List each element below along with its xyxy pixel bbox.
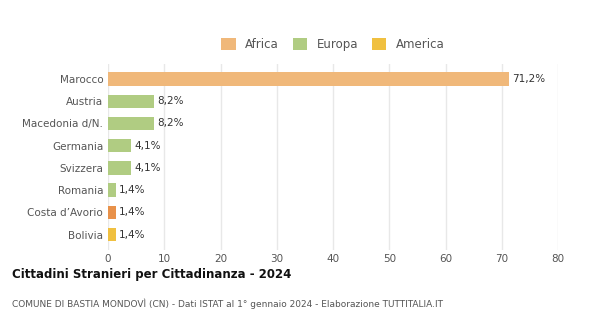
Bar bbox=[108, 228, 116, 241]
Text: 1,4%: 1,4% bbox=[119, 185, 146, 195]
Text: 1,4%: 1,4% bbox=[119, 207, 146, 217]
Text: 1,4%: 1,4% bbox=[119, 229, 146, 239]
Text: 71,2%: 71,2% bbox=[512, 74, 545, 84]
Text: 4,1%: 4,1% bbox=[134, 141, 161, 151]
Text: 8,2%: 8,2% bbox=[157, 96, 184, 106]
Bar bbox=[108, 72, 509, 86]
Bar bbox=[108, 117, 154, 130]
Bar bbox=[108, 161, 131, 175]
Text: COMUNE DI BASTIA MONDOVÌ (CN) - Dati ISTAT al 1° gennaio 2024 - Elaborazione TUT: COMUNE DI BASTIA MONDOVÌ (CN) - Dati IST… bbox=[12, 299, 443, 309]
Bar bbox=[108, 206, 116, 219]
Bar bbox=[108, 95, 154, 108]
Bar bbox=[108, 183, 116, 197]
Text: Cittadini Stranieri per Cittadinanza - 2024: Cittadini Stranieri per Cittadinanza - 2… bbox=[12, 268, 292, 281]
Text: 4,1%: 4,1% bbox=[134, 163, 161, 173]
Text: 8,2%: 8,2% bbox=[157, 118, 184, 129]
Bar bbox=[108, 139, 131, 152]
Legend: Africa, Europa, America: Africa, Europa, America bbox=[218, 34, 448, 54]
